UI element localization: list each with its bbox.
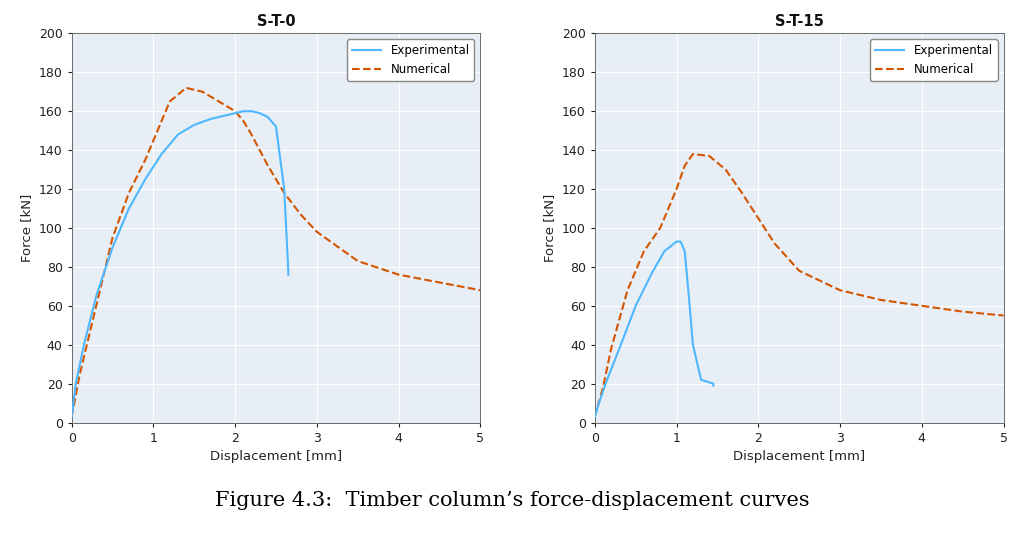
Experimental [613, 345, 626, 352]
Numerical [147, 137, 160, 143]
Numerical [246, 131, 258, 138]
Experimental [601, 376, 613, 383]
Numerical [262, 162, 274, 169]
Numerical [238, 118, 250, 125]
Experimental [279, 186, 291, 192]
Experimental [78, 341, 90, 348]
Experimental [70, 380, 82, 387]
Experimental [229, 110, 242, 117]
Numerical [123, 190, 135, 196]
Numerical [180, 85, 193, 91]
Numerical [622, 287, 634, 294]
Experimental [283, 267, 295, 274]
Experimental [675, 238, 687, 245]
Numerical [834, 287, 846, 294]
Experimental [139, 176, 152, 182]
Numerical [139, 157, 152, 163]
Numerical [874, 297, 887, 304]
Numerical [997, 312, 1010, 319]
Title: S-T-15: S-T-15 [775, 14, 823, 29]
Experimental [646, 270, 658, 276]
Experimental [270, 123, 283, 130]
Experimental [66, 414, 78, 420]
Numerical [736, 190, 749, 196]
Line: Experimental: Experimental [595, 241, 714, 417]
Experimental [254, 110, 266, 117]
Numerical [753, 215, 765, 221]
Legend: Experimental, Numerical: Experimental, Numerical [347, 39, 474, 81]
Numerical [90, 302, 102, 309]
Experimental [593, 400, 605, 406]
Experimental [679, 248, 691, 255]
Numerical [213, 98, 225, 105]
Experimental [221, 112, 233, 118]
Text: Figure 4.3:  Timber column’s force-displacement curves: Figure 4.3: Timber column’s force-displa… [215, 491, 809, 510]
Legend: Experimental, Numerical: Experimental, Numerical [870, 39, 997, 81]
Experimental [205, 116, 217, 122]
Numerical [66, 414, 78, 420]
Line: Experimental: Experimental [72, 111, 289, 417]
Line: Numerical: Numerical [595, 154, 1004, 417]
Numerical [295, 211, 307, 217]
Numerical [597, 384, 609, 391]
Numerical [589, 414, 601, 420]
Experimental [708, 380, 720, 387]
Numerical [720, 166, 732, 173]
Experimental [188, 121, 201, 128]
Numerical [392, 271, 404, 278]
Experimental [658, 248, 671, 255]
Experimental [687, 341, 699, 348]
Experimental [695, 376, 708, 383]
Experimental [671, 238, 683, 245]
Experimental [589, 414, 601, 420]
Experimental [683, 292, 695, 299]
Line: Numerical: Numerical [72, 88, 480, 417]
Numerical [679, 162, 691, 169]
X-axis label: Displacement [mm]: Displacement [mm] [210, 450, 342, 463]
Experimental [708, 383, 720, 389]
Experimental [262, 114, 274, 121]
Numerical [687, 151, 699, 157]
Numerical [703, 152, 716, 159]
Y-axis label: Force [kN]: Force [kN] [20, 194, 33, 262]
Experimental [106, 244, 119, 251]
Numerical [474, 287, 486, 294]
Experimental [156, 151, 168, 157]
Numerical [793, 267, 805, 274]
Experimental [90, 292, 102, 299]
Experimental [246, 108, 258, 115]
Numerical [351, 258, 364, 265]
Experimental [630, 302, 642, 309]
Numerical [310, 229, 323, 235]
Y-axis label: Force [kN]: Force [kN] [544, 194, 556, 262]
Experimental [238, 108, 250, 115]
Numerical [654, 225, 667, 231]
Numerical [164, 98, 176, 105]
Numerical [229, 108, 242, 115]
Numerical [605, 345, 617, 352]
Numerical [106, 235, 119, 241]
Numerical [956, 308, 969, 315]
Title: S-T-0: S-T-0 [257, 14, 295, 29]
Experimental [172, 131, 184, 138]
Numerical [638, 248, 650, 255]
Numerical [671, 186, 683, 192]
Numerical [74, 370, 86, 377]
Numerical [279, 190, 291, 196]
Experimental [123, 205, 135, 212]
Numerical [433, 279, 445, 286]
X-axis label: Displacement [mm]: Displacement [mm] [733, 450, 865, 463]
Numerical [915, 302, 928, 309]
Experimental [283, 271, 295, 278]
Numerical [197, 88, 209, 95]
Numerical [156, 118, 168, 125]
Numerical [768, 240, 780, 247]
